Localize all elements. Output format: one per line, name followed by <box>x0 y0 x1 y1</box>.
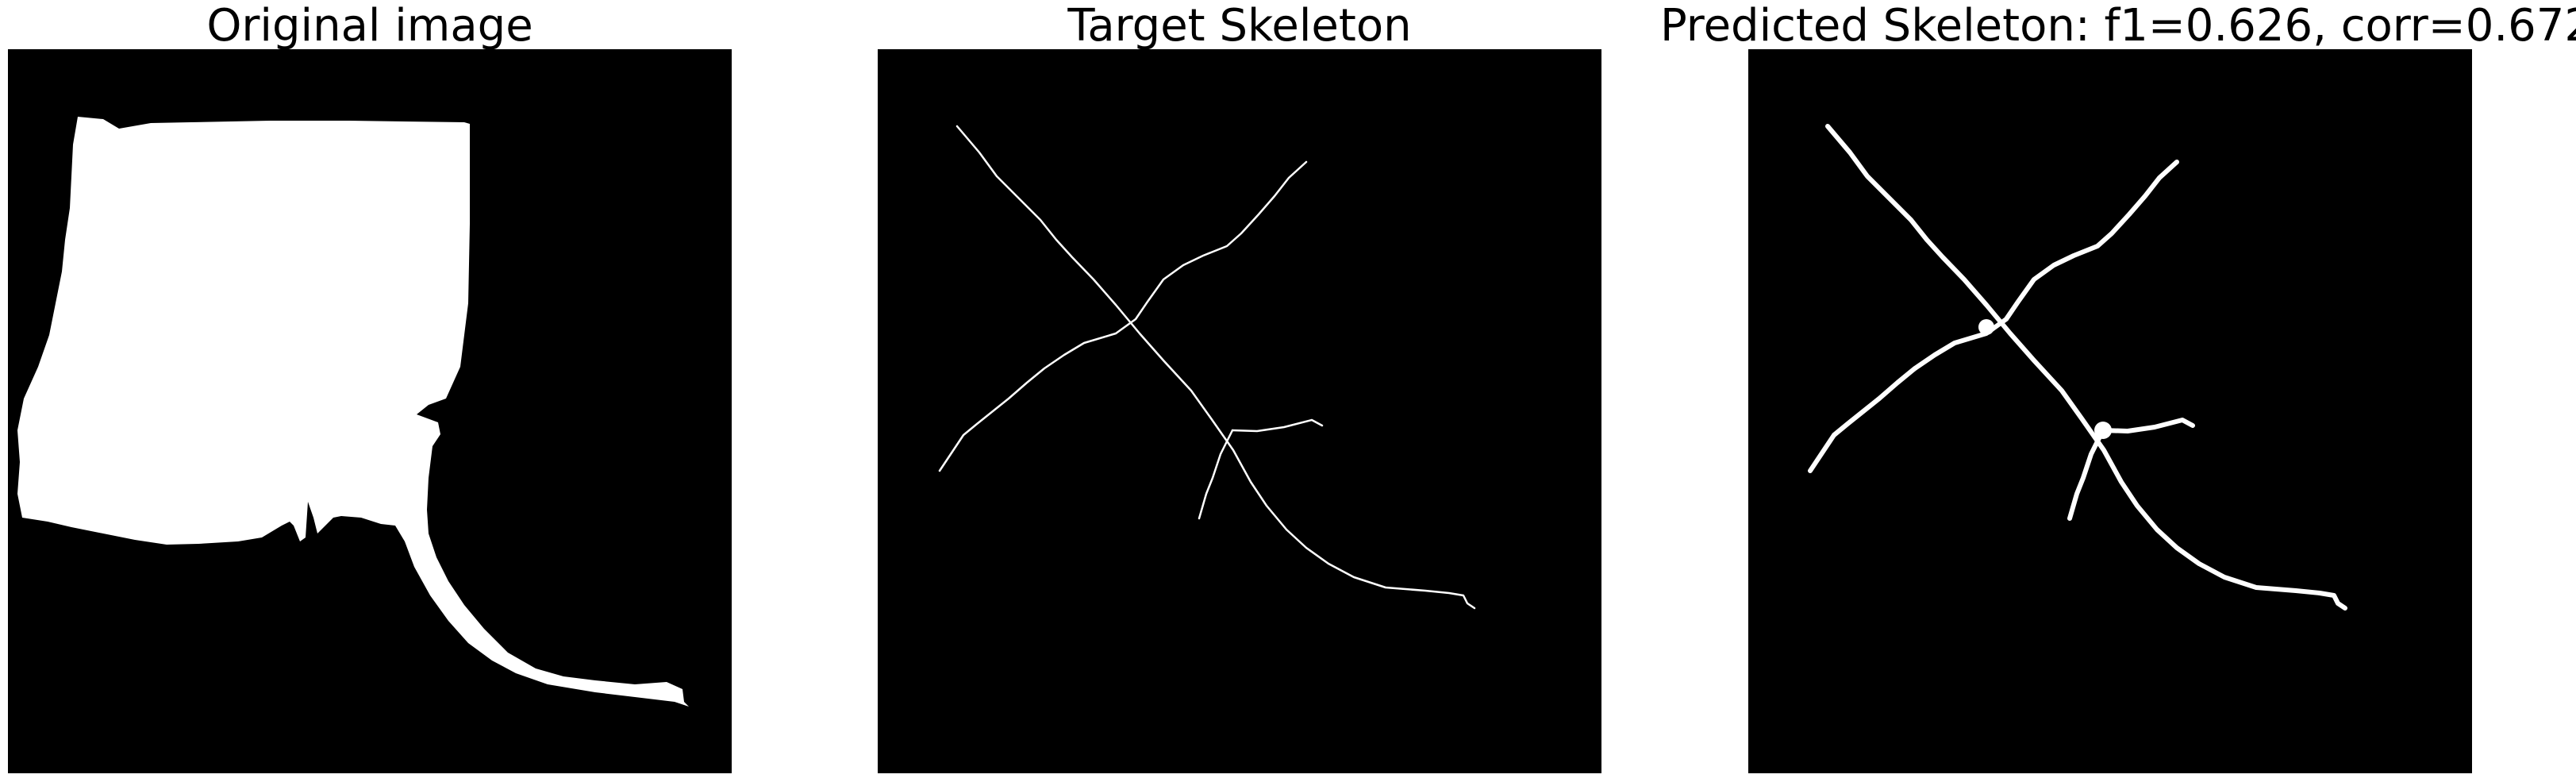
predicted-lower-stub-branch <box>2067 428 2105 521</box>
original-mask-image <box>17 117 689 707</box>
panel-title-target: Target Skeleton <box>1067 0 1412 52</box>
predicted-skeleton-image <box>1808 124 2347 611</box>
skeleton-lower-stub-branch <box>1198 429 1234 520</box>
mask-shape <box>17 117 689 707</box>
predicted-junction-upper <box>1978 319 1994 335</box>
skeleton-lower-right-branch <box>1231 418 1324 433</box>
predicted-main-branch <box>1825 124 2347 611</box>
skeleton-upper-right-branch <box>938 160 1308 472</box>
predicted-skeleton-panel <box>1748 49 2472 773</box>
target-skeleton-panel <box>878 49 1601 773</box>
predicted-junction-lower <box>2094 422 2112 439</box>
panel-title-original: Original image <box>206 0 533 52</box>
predicted-upper-right-branch <box>1808 160 2179 473</box>
predicted-lower-right-branch <box>2101 418 2195 433</box>
skeleton-main-branch <box>955 125 1476 610</box>
target-skeleton-image <box>938 125 1476 610</box>
panel-title-predicted: Predicted Skeleton: f1=0.626, corr=0.672 <box>1660 0 2576 52</box>
original-image-panel <box>8 49 732 773</box>
